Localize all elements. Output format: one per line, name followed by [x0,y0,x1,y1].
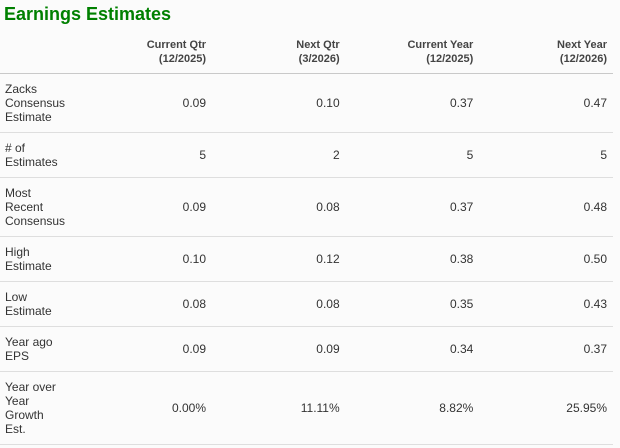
column-header-label: Current Qtr [146,39,207,51]
header-row: Current Qtr (12/2025) Next Qtr (3/2026) … [0,38,613,74]
cell-value: 0.08 [78,281,213,327]
cell-value: 5 [479,132,613,178]
table-row-year-ago-eps: Year ago EPS 0.09 0.09 0.34 0.37 [0,326,613,372]
cell-value: 0.37 [345,73,480,133]
row-label: Year ago EPS [0,326,79,372]
cell-value: 0.35 [345,281,480,327]
row-label: Year over Year Growth Est. [0,371,79,445]
cell-value: 5 [78,132,213,178]
column-header-next-year: Next Year (12/2026) [479,38,613,74]
cell-value: 0.43 [479,281,613,327]
row-label: # of Estimates [0,132,79,178]
column-header-period: (3/2026) [298,53,340,65]
column-header-period: (12/2025) [158,53,207,65]
table-row-number-of-estimates: # of Estimates 5 2 5 5 [0,132,613,178]
cell-value: 5 [345,132,480,178]
cell-value: 0.12 [212,236,346,282]
cell-value: 2 [212,132,346,178]
cell-value: 0.50 [479,236,613,282]
row-label: Low Estimate [0,281,79,327]
column-header-label: Current Year [407,39,474,51]
cell-value: 0.08 [212,281,346,327]
cell-value: 11.11% [212,371,346,445]
row-label: Zacks Consensus Estimate [0,73,79,133]
table-row-zacks-consensus-estimate: Zacks Consensus Estimate 0.09 0.10 0.37 … [0,73,613,133]
cell-value: 25.95% [479,371,613,445]
cell-value: 0.38 [345,236,480,282]
table-row-most-recent-consensus: Most Recent Consensus 0.09 0.08 0.37 0.4… [0,177,613,237]
table-row-low-estimate: Low Estimate 0.08 0.08 0.35 0.43 [0,281,613,327]
earnings-estimates-table: Current Qtr (12/2025) Next Qtr (3/2026) … [0,38,613,445]
column-header-current-qtr: Current Qtr (12/2025) [78,38,213,74]
table-row-year-over-year-growth: Year over Year Growth Est. 0.00% 11.11% … [0,371,613,445]
cell-value: 0.34 [345,326,480,372]
cell-value: 0.47 [479,73,613,133]
row-label: High Estimate [0,236,79,282]
cell-value: 0.09 [212,326,346,372]
cell-value: 0.37 [345,177,480,237]
cell-value: 0.10 [78,236,213,282]
column-header-next-qtr: Next Qtr (3/2026) [212,38,346,74]
cell-value: 0.48 [479,177,613,237]
cell-value: 0.09 [78,73,213,133]
cell-value: 0.09 [78,177,213,237]
column-header-period: (12/2026) [559,53,607,65]
page-title: Earnings Estimates [4,4,172,24]
header-empty-cell [0,38,79,74]
column-header-period: (12/2025) [426,53,474,65]
cell-value: 0.00% [78,371,213,445]
cell-value: 0.08 [212,177,346,237]
column-header-label: Next Year [557,39,607,51]
cell-value: 0.37 [479,326,613,372]
cell-value: 0.09 [78,326,213,372]
cell-value: 0.10 [212,73,346,133]
cell-value: 8.82% [345,371,480,445]
table-row-high-estimate: High Estimate 0.10 0.12 0.38 0.50 [0,236,613,282]
column-header-label: Next Qtr [296,39,340,51]
row-label: Most Recent Consensus [0,177,79,237]
column-header-current-year: Current Year (12/2025) [345,38,480,74]
earnings-estimates-page: Earnings Estimates Current Qtr (12/2025)… [0,4,620,448]
